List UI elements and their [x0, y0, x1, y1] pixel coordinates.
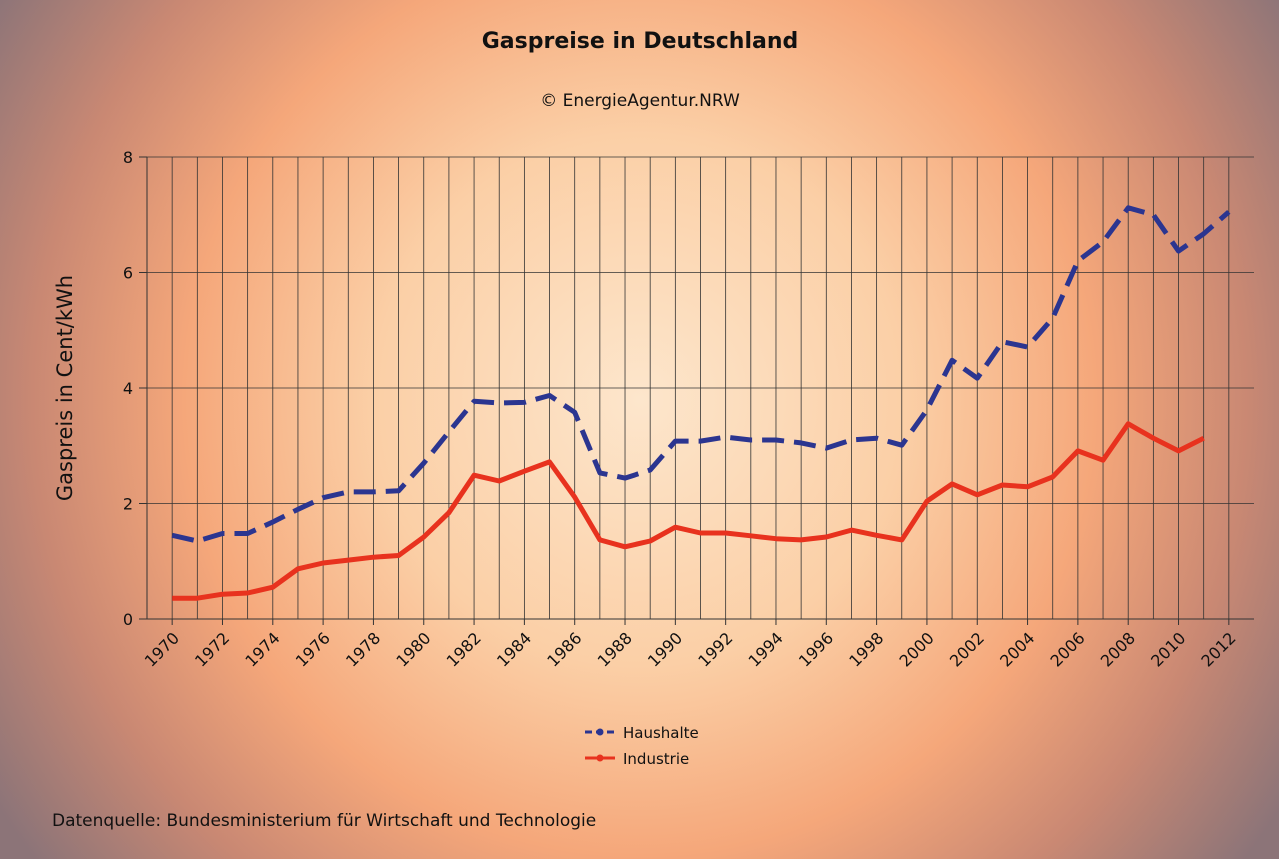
legend-marker: [597, 729, 604, 736]
legend-label: Industrie: [623, 750, 689, 768]
y-tick-label: 8: [123, 148, 133, 167]
y-tick-label: 2: [123, 495, 133, 514]
y-tick-label: 4: [123, 379, 133, 398]
chart-title: Gaspreise in Deutschland: [482, 29, 799, 54]
y-axis-label: Gaspreis in Cent/kWh: [53, 275, 77, 501]
y-tick-label: 0: [123, 610, 133, 629]
source-note: Datenquelle: Bundesministerium für Wirts…: [52, 811, 596, 831]
legend-marker: [597, 755, 604, 762]
chart: Gaspreise in Deutschland © EnergieAgentu…: [0, 0, 1279, 859]
subtitle: © EnergieAgentur.NRW: [540, 91, 740, 111]
legend-label: Haushalte: [623, 724, 699, 742]
y-tick-label: 6: [123, 264, 133, 283]
